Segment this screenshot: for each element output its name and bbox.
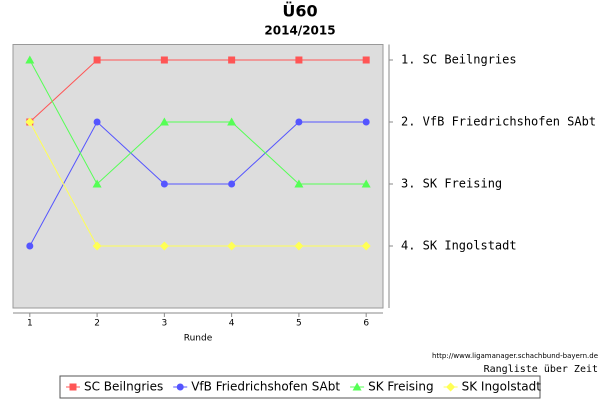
marker — [295, 56, 303, 64]
note: Rangliste über Zeit — [484, 364, 598, 375]
marker — [362, 118, 370, 126]
marker — [446, 382, 456, 392]
marker — [295, 118, 303, 126]
source: http://www.ligamanager.schachbund-bayern… — [432, 352, 598, 360]
marker — [160, 180, 168, 188]
marker — [227, 117, 237, 126]
marker — [159, 117, 169, 126]
series-line — [29, 59, 367, 123]
y-tick-label: 1. SC Beilngries — [401, 53, 517, 67]
chart-title: Ü60 — [282, 2, 317, 21]
marker — [25, 117, 35, 127]
marker — [92, 179, 102, 188]
marker — [92, 241, 102, 251]
plot-area — [12, 44, 384, 309]
series-line — [29, 121, 367, 247]
series-line — [29, 121, 367, 247]
y-tick-label: 3. SK Freising — [401, 177, 502, 191]
marker — [228, 180, 236, 188]
marker — [26, 242, 34, 250]
marker — [176, 383, 184, 391]
marker — [228, 56, 236, 64]
marker — [361, 179, 371, 188]
marker — [159, 241, 169, 251]
marker — [227, 241, 237, 251]
marker — [93, 56, 101, 64]
marker — [93, 118, 101, 126]
marker — [25, 55, 35, 64]
series-line — [29, 59, 367, 185]
y-tick-label: 4. SK Ingolstadt — [401, 239, 517, 253]
legend — [59, 375, 541, 399]
y-tick-label: 2. VfB Friedrichshofen SAbt — [401, 115, 596, 129]
legend-label: VfB Friedrichshofen SAbt — [191, 380, 340, 394]
marker — [69, 383, 77, 391]
x-tick-label: 5 — [296, 319, 302, 329]
x-tick-label: 2 — [94, 319, 100, 329]
marker — [294, 241, 304, 251]
marker — [362, 56, 370, 64]
marker — [294, 179, 304, 188]
x-axis-label: Runde — [184, 334, 213, 344]
x-tick-label: 6 — [363, 319, 369, 329]
legend-label: SK Ingolstadt — [462, 380, 542, 394]
x-tick-label: 4 — [229, 319, 235, 329]
chart-subtitle: 2014/2015 — [264, 24, 335, 38]
legend-label: SK Freising — [368, 380, 434, 394]
marker — [352, 382, 362, 391]
marker — [160, 56, 168, 64]
marker — [361, 241, 371, 251]
x-tick-label: 1 — [27, 319, 33, 329]
x-tick-label: 3 — [161, 319, 167, 329]
legend-label: SC Beilngries — [84, 380, 163, 394]
